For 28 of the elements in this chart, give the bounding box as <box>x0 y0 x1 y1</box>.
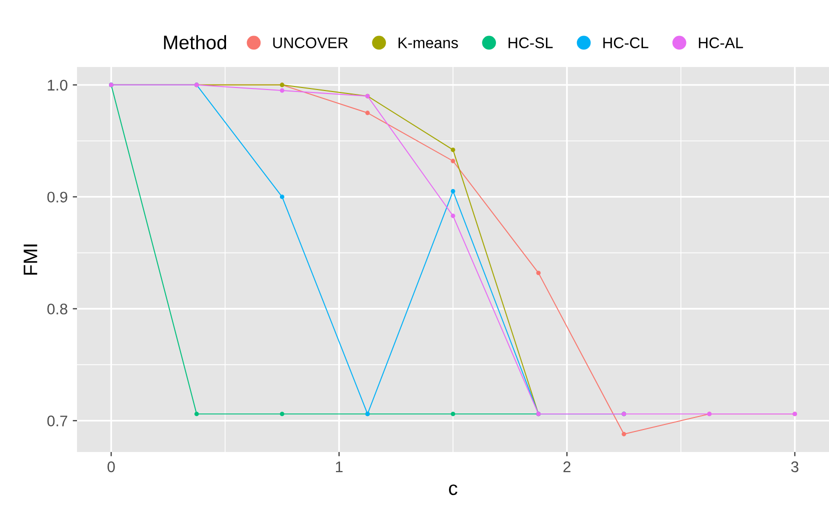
point <box>450 148 456 152</box>
point <box>622 432 626 436</box>
point <box>365 110 370 116</box>
y-axis-title: FMI <box>24 244 38 275</box>
point <box>450 412 456 416</box>
y-tick-label: 0.9 <box>47 192 68 203</box>
x-tick-label: 0 <box>108 461 115 472</box>
legend-label: HC-SL <box>508 37 553 48</box>
point <box>280 412 284 416</box>
point <box>450 158 456 164</box>
x-tick-label: 3 <box>791 461 798 472</box>
legend-label: HC-CL <box>603 37 648 48</box>
point <box>280 88 284 93</box>
legend-label: HC-AL <box>698 37 744 48</box>
legend-label: K-means <box>398 38 458 48</box>
x-tick-label: 1 <box>336 462 343 472</box>
point <box>280 194 284 200</box>
x-axis-title: c <box>448 484 458 496</box>
legend-title: Method <box>164 35 226 50</box>
point <box>450 189 456 194</box>
x-tick-label: 2 <box>563 461 570 472</box>
point <box>450 214 456 218</box>
point <box>194 412 199 416</box>
point <box>536 270 541 276</box>
y-tick-label: 0.7 <box>47 416 68 426</box>
y-tick-label: 1.0 <box>48 80 68 91</box>
legend-label: UNCOVER <box>273 37 348 48</box>
y-tick-label: 0.8 <box>47 304 68 314</box>
